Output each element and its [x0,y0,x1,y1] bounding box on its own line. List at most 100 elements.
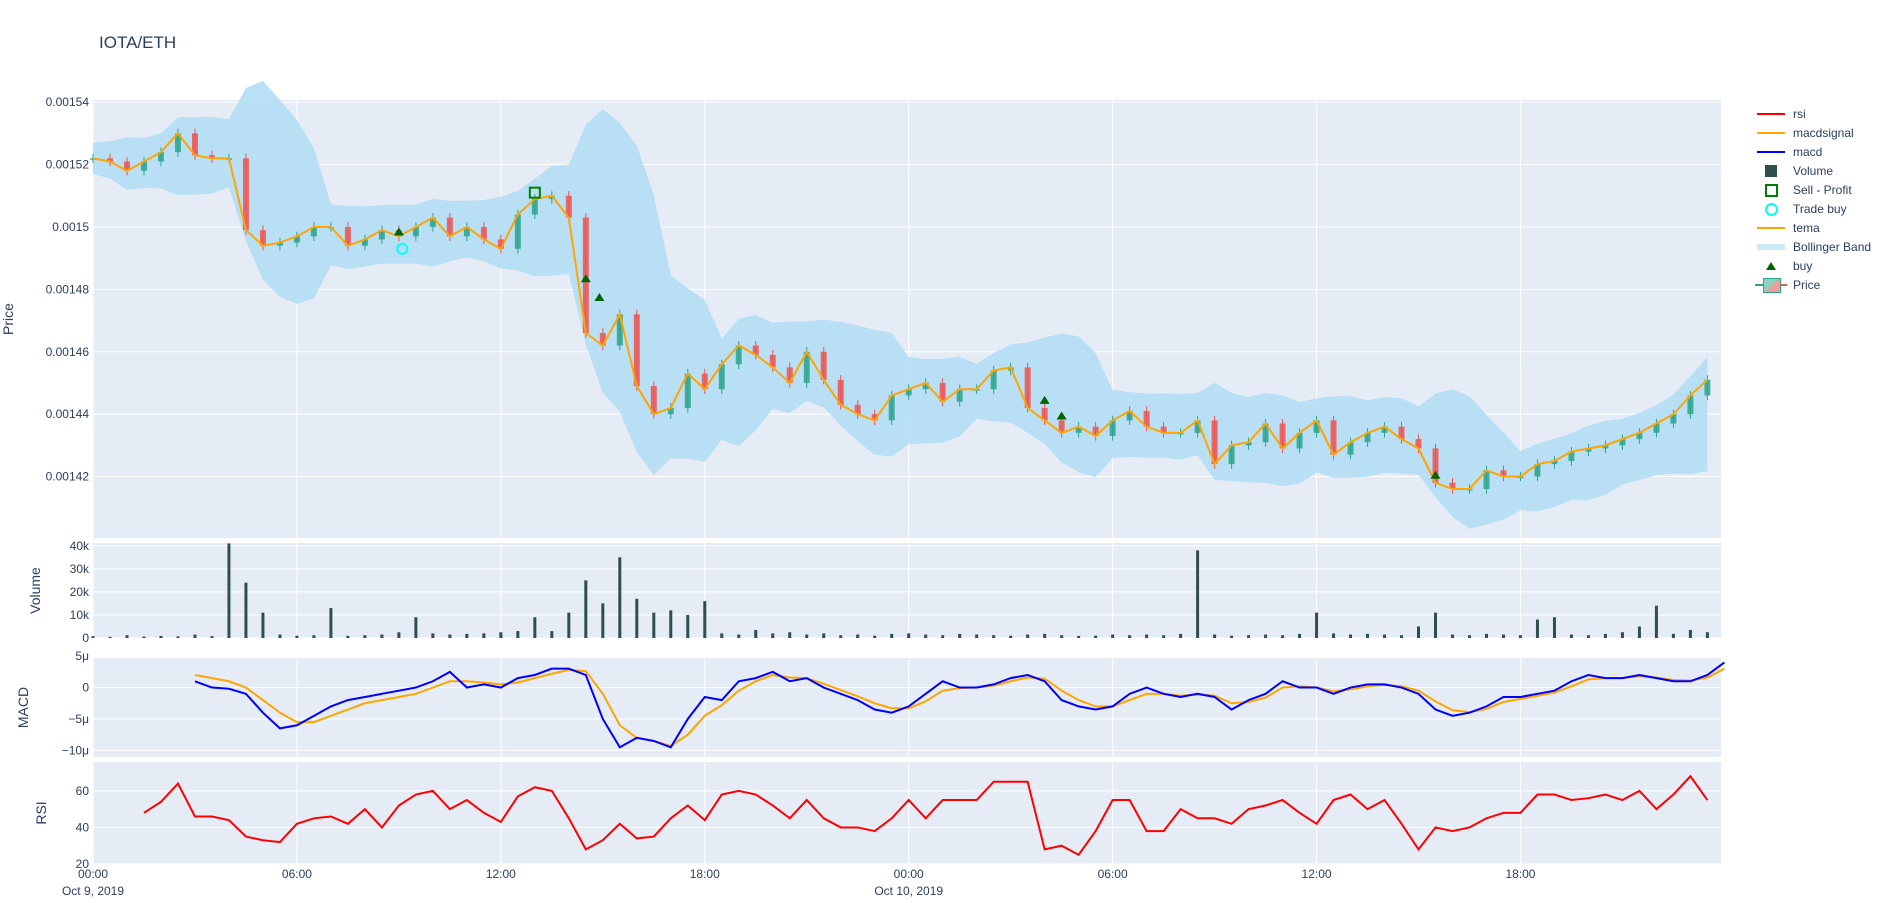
volume-bar [1400,635,1404,638]
volume-bar [431,633,435,638]
candle-body [1449,482,1456,490]
candle-body [106,158,113,162]
candle-body [446,217,453,237]
volume-bar [1145,634,1149,638]
rsi-axis-title: RSI [33,801,49,824]
tema-line [92,131,1709,491]
volume-bar [822,633,826,638]
blue-line-icon [1755,145,1787,159]
candle-body [310,226,317,237]
legend-item-tema[interactable]: tema [1755,218,1871,237]
buy-signal-marker [1430,470,1441,479]
volume-bar [975,634,979,638]
volume-bar [380,634,384,638]
volume-bar [873,635,877,638]
candle-body [1653,423,1660,433]
candle-body [378,230,385,240]
volume-plot-area [93,543,1721,638]
volume-bar [1637,626,1641,638]
volume-bar [805,634,809,638]
candle-body [1534,464,1541,477]
candle-body [1415,439,1422,449]
volume-bar [1450,634,1454,638]
volume-bar [363,635,367,638]
volume-bar [210,636,214,638]
volume-bar [1179,633,1183,638]
volume-y-tick-label: 0 [82,631,89,645]
volume-bar [125,635,129,638]
legend-item-volume[interactable]: Volume [1755,161,1871,180]
legend-item-price[interactable]: Price [1755,275,1871,294]
candle-body [1279,423,1286,449]
orange-line-icon [1755,126,1787,140]
legend-item-buy[interactable]: buy [1755,256,1871,275]
volume-y-tick-label: 40k [70,539,90,553]
x-tick-label: 18:00 [690,867,720,881]
volume-bar [1535,619,1539,638]
buy-signal-marker [580,274,591,283]
candle-body [497,239,504,249]
candle-body [412,226,419,237]
rsi-y-tick-label: 40 [76,820,90,834]
legend-item-macdsignal[interactable]: macdsignal [1755,123,1871,142]
x-tick-label: 12:00 [1302,867,1332,881]
candle-body [1126,411,1133,421]
legend-item-macd[interactable]: macd [1755,142,1871,161]
legend-item-sell-profit[interactable]: Sell - Profit [1755,180,1871,199]
rsi-line [143,774,1709,857]
volume-bar [652,612,656,638]
legend-label: buy [1793,258,1813,273]
candle-body [1109,420,1116,436]
candle-body [1398,426,1405,440]
buy-signal-marker [594,292,605,301]
price-y-tick-label: 0.00146 [46,345,90,359]
legend: rsi macdsignal macd Volume Sell - Profit Trad… [1755,104,1871,294]
volume-bar [788,632,792,638]
macd-y-tick-label: −5μ [68,712,89,726]
candle-body [854,404,861,415]
legend-item-trade-buy[interactable]: Trade buy [1755,199,1871,218]
macd-y-tick-label: 0 [82,681,89,695]
candle-body [361,239,368,246]
candle-body [157,152,164,162]
volume-bar [1332,633,1336,638]
candle-body [1551,460,1558,465]
trade-buy-marker [396,242,409,255]
volume-bar [550,631,554,638]
candle-body [786,367,793,383]
candle-body [1602,445,1609,449]
candle-body [259,230,266,246]
x-tick-label: 06:00 [282,867,312,881]
candle-body [1568,451,1575,461]
volume-bar [91,636,95,638]
candle-body [939,382,946,402]
candle-body [1041,407,1048,421]
volume-bar [346,635,350,638]
candle-body [752,345,759,355]
x-tick-label: 18:00 [1505,867,1535,881]
candle-body [1262,423,1269,443]
legend-label: tema [1793,220,1820,235]
legend-item-bollinger-band[interactable]: Bollinger Band [1755,237,1871,256]
candle-body [650,386,657,415]
legend-label: macdsignal [1793,125,1854,140]
orange-line-icon [1755,221,1787,235]
volume-bar [1383,634,1387,638]
candle-body [1381,426,1388,433]
volume-bar [1043,633,1047,638]
candle-body [633,314,640,387]
volume-bar [958,633,962,638]
candle-body [684,373,691,408]
macd-line [194,661,1725,749]
volume-bar [261,612,265,638]
light-blue-band-icon [1755,240,1787,254]
candle-body [769,354,776,368]
volume-bar [448,634,452,638]
volume-bar [584,580,588,638]
price-y-tick-label: 0.00152 [46,158,90,172]
candle-body [429,217,436,227]
volume-bar [516,631,520,638]
legend-item-rsi[interactable]: rsi [1755,104,1871,123]
